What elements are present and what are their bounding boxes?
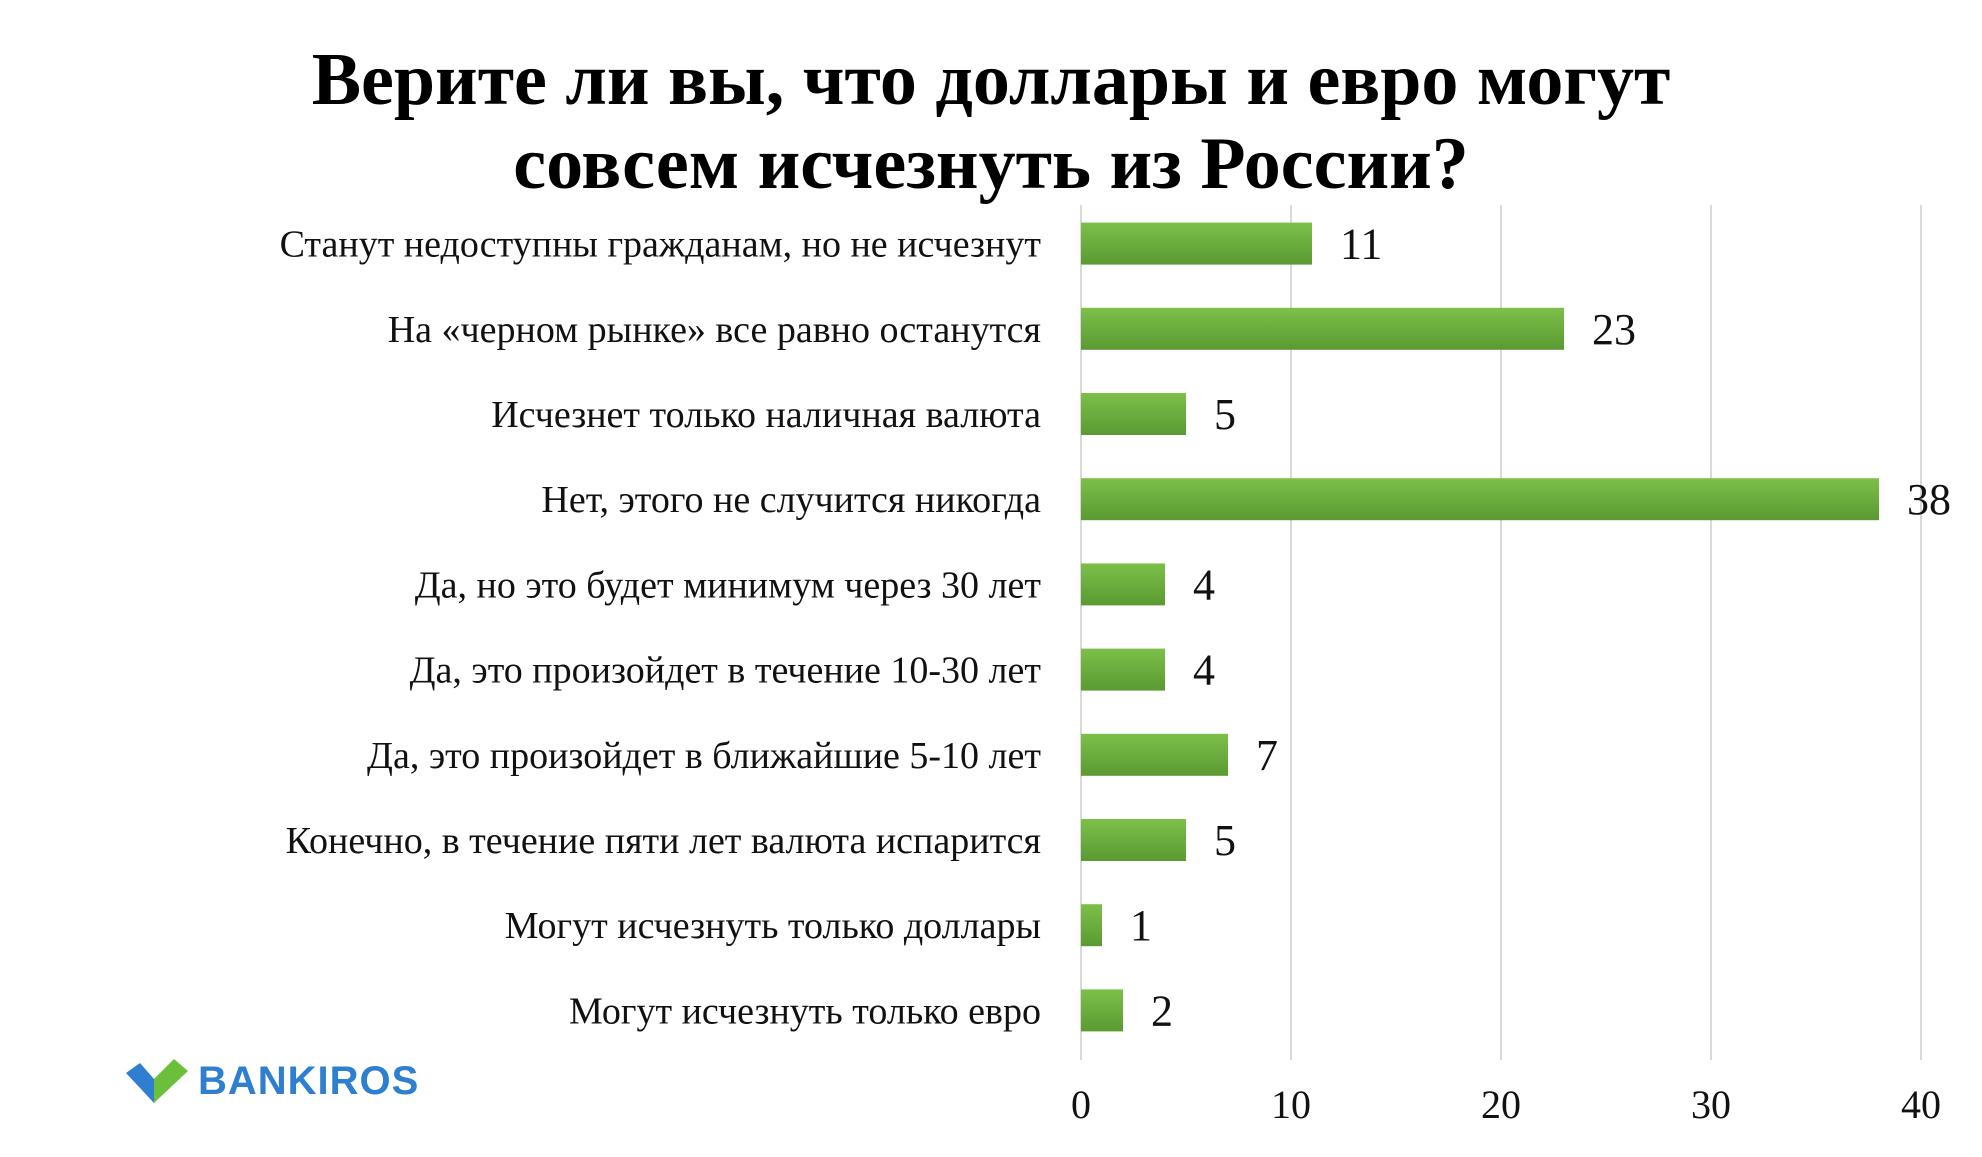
logo-text: BANKIROS <box>198 1059 420 1103</box>
x-tick-label: 40 <box>1901 1082 1941 1127</box>
bar <box>1081 733 1228 776</box>
bar <box>1081 478 1879 521</box>
category-label: Могут исчезнуть только доллары <box>505 905 1041 947</box>
data-label: 4 <box>1193 646 1215 695</box>
bar <box>1081 648 1165 691</box>
chart-title-line-2: совсем исчезнуть из России? <box>513 123 1469 205</box>
bankiros-logo: BANKIROS <box>126 1055 426 1115</box>
data-label: 1 <box>1130 901 1152 950</box>
bar <box>1081 307 1564 350</box>
x-tick-label: 30 <box>1691 1082 1731 1127</box>
bar <box>1081 222 1312 265</box>
data-label: 5 <box>1214 390 1236 439</box>
category-label: Нет, этого не случится никогда <box>541 479 1041 521</box>
bars-group <box>1081 222 1879 1032</box>
category-label: Конечно, в течение пяти лет валюта испар… <box>286 820 1041 862</box>
bar <box>1081 904 1102 947</box>
category-label: На «черном рынке» все равно останутся <box>388 309 1041 351</box>
category-label: Да, но это будет минимум через 30 лет <box>415 564 1042 606</box>
bankiros-check-logo-icon <box>126 1059 188 1103</box>
x-axis-ticks: 0 10 20 30 40 <box>1071 1082 1941 1127</box>
x-tick-label: 10 <box>1271 1082 1311 1127</box>
data-label: 7 <box>1256 731 1278 780</box>
data-label: 2 <box>1151 986 1173 1035</box>
bar <box>1081 563 1165 606</box>
data-label: 5 <box>1214 816 1236 865</box>
category-label: Да, это произойдет в ближайшие 5-10 лет <box>367 735 1041 777</box>
category-labels: Станут недоступны гражданам, но не исчез… <box>280 224 1042 1033</box>
data-label: 4 <box>1193 560 1215 609</box>
data-label: 38 <box>1907 475 1951 524</box>
category-label: Станут недоступны гражданам, но не исчез… <box>280 224 1042 266</box>
bar <box>1081 819 1186 861</box>
chart-title-line-1: Верите ли вы, что доллары и евро могут <box>311 39 1671 121</box>
category-label: Да, это произойдет в течение 10-30 лет <box>410 650 1042 692</box>
category-label: Исчезнет только наличная валюта <box>491 394 1041 436</box>
data-label: 11 <box>1340 220 1382 269</box>
x-tick-label: 20 <box>1481 1082 1521 1127</box>
bar <box>1081 393 1186 435</box>
data-label: 23 <box>1592 305 1636 354</box>
chart-title: Верите ли вы, что доллары и евро могут с… <box>0 38 1982 206</box>
bar <box>1081 989 1123 1032</box>
x-tick-label: 0 <box>1071 1082 1091 1127</box>
category-label: Могут исчезнуть только евро <box>569 990 1041 1032</box>
